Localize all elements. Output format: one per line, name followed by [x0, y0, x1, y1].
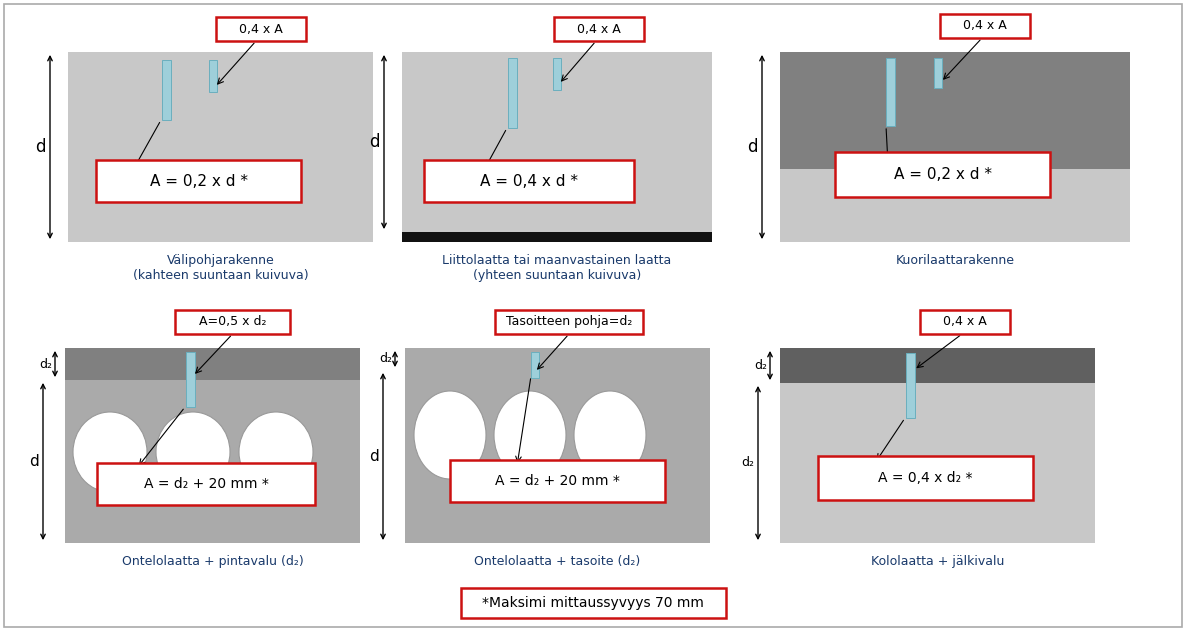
Text: A = d₂ + 20 mm *: A = d₂ + 20 mm * [144, 477, 268, 491]
Text: Välipohjarakenne
(kahteen suuntaan kuivuva): Välipohjarakenne (kahteen suuntaan kuivu… [133, 254, 308, 282]
Bar [209, 60, 217, 92]
Bar [176, 310, 291, 334]
Bar [460, 588, 726, 618]
Bar [553, 58, 561, 90]
Bar [96, 160, 301, 202]
Text: d₂: d₂ [754, 359, 767, 372]
Text: A=0,5 x d₂: A=0,5 x d₂ [199, 316, 266, 329]
Text: A = d₂ + 20 mm *: A = d₂ + 20 mm * [495, 474, 620, 488]
Bar [65, 380, 361, 392]
Bar [940, 14, 1029, 38]
Bar [186, 352, 195, 407]
Text: 0,4 x A: 0,4 x A [578, 23, 621, 35]
Text: 0,4 x A: 0,4 x A [240, 23, 283, 35]
Text: d₂: d₂ [380, 353, 393, 365]
Text: d₂: d₂ [39, 358, 52, 370]
Bar [425, 160, 635, 202]
Text: Kuorilaattarakenne: Kuorilaattarakenne [895, 254, 1014, 267]
Bar [216, 17, 306, 41]
Ellipse shape [157, 412, 230, 492]
Bar [920, 310, 1010, 334]
Bar [97, 463, 315, 505]
Text: d: d [36, 138, 46, 156]
Ellipse shape [74, 412, 147, 492]
Ellipse shape [414, 391, 486, 479]
Bar [68, 52, 374, 242]
Bar [65, 348, 361, 380]
Bar [402, 52, 712, 242]
Bar [780, 383, 1095, 543]
Text: d: d [747, 138, 758, 156]
Bar [162, 60, 171, 120]
Text: Liittolaatta tai maanvastainen laatta
(yhteen suuntaan kuivuva): Liittolaatta tai maanvastainen laatta (y… [442, 254, 671, 282]
Text: Ontelolaatta + pintavalu (d₂): Ontelolaatta + pintavalu (d₂) [122, 555, 304, 568]
Text: Tasoitteen pohja=d₂: Tasoitteen pohja=d₂ [505, 316, 632, 329]
Text: A = 0,4 x d *: A = 0,4 x d * [480, 174, 578, 189]
Bar [780, 52, 1130, 169]
Bar [495, 310, 643, 334]
Bar [404, 370, 710, 543]
Text: d: d [369, 449, 380, 464]
Ellipse shape [240, 412, 313, 492]
Text: Ontelolaatta + tasoite (d₂): Ontelolaatta + tasoite (d₂) [474, 555, 640, 568]
Text: d: d [30, 454, 39, 469]
Bar [780, 169, 1130, 242]
Bar [402, 232, 712, 242]
Text: A = 0,2 x d *: A = 0,2 x d * [149, 174, 248, 189]
Ellipse shape [495, 391, 566, 479]
Bar [935, 58, 942, 88]
Text: A = 0,2 x d *: A = 0,2 x d * [893, 167, 991, 182]
Text: 0,4 x A: 0,4 x A [963, 20, 1007, 33]
Bar [780, 348, 1095, 383]
Bar [531, 352, 538, 378]
Bar [835, 152, 1050, 197]
Text: d: d [370, 133, 380, 151]
Bar [886, 58, 895, 126]
Text: A = 0,4 x d₂ *: A = 0,4 x d₂ * [879, 471, 973, 485]
Text: 0,4 x A: 0,4 x A [943, 316, 987, 329]
Bar [554, 17, 644, 41]
Text: Kololaatta + jälkivalu: Kololaatta + jälkivalu [871, 555, 1005, 568]
Bar [449, 460, 665, 502]
Ellipse shape [574, 391, 646, 479]
Bar [508, 58, 517, 128]
Text: *Maksimi mittaussyvyys 70 mm: *Maksimi mittaussyvyys 70 mm [482, 596, 704, 610]
Bar [65, 392, 361, 543]
Text: d₂: d₂ [741, 456, 754, 469]
Bar [818, 456, 1033, 500]
Bar [906, 353, 916, 418]
Bar [404, 348, 710, 370]
